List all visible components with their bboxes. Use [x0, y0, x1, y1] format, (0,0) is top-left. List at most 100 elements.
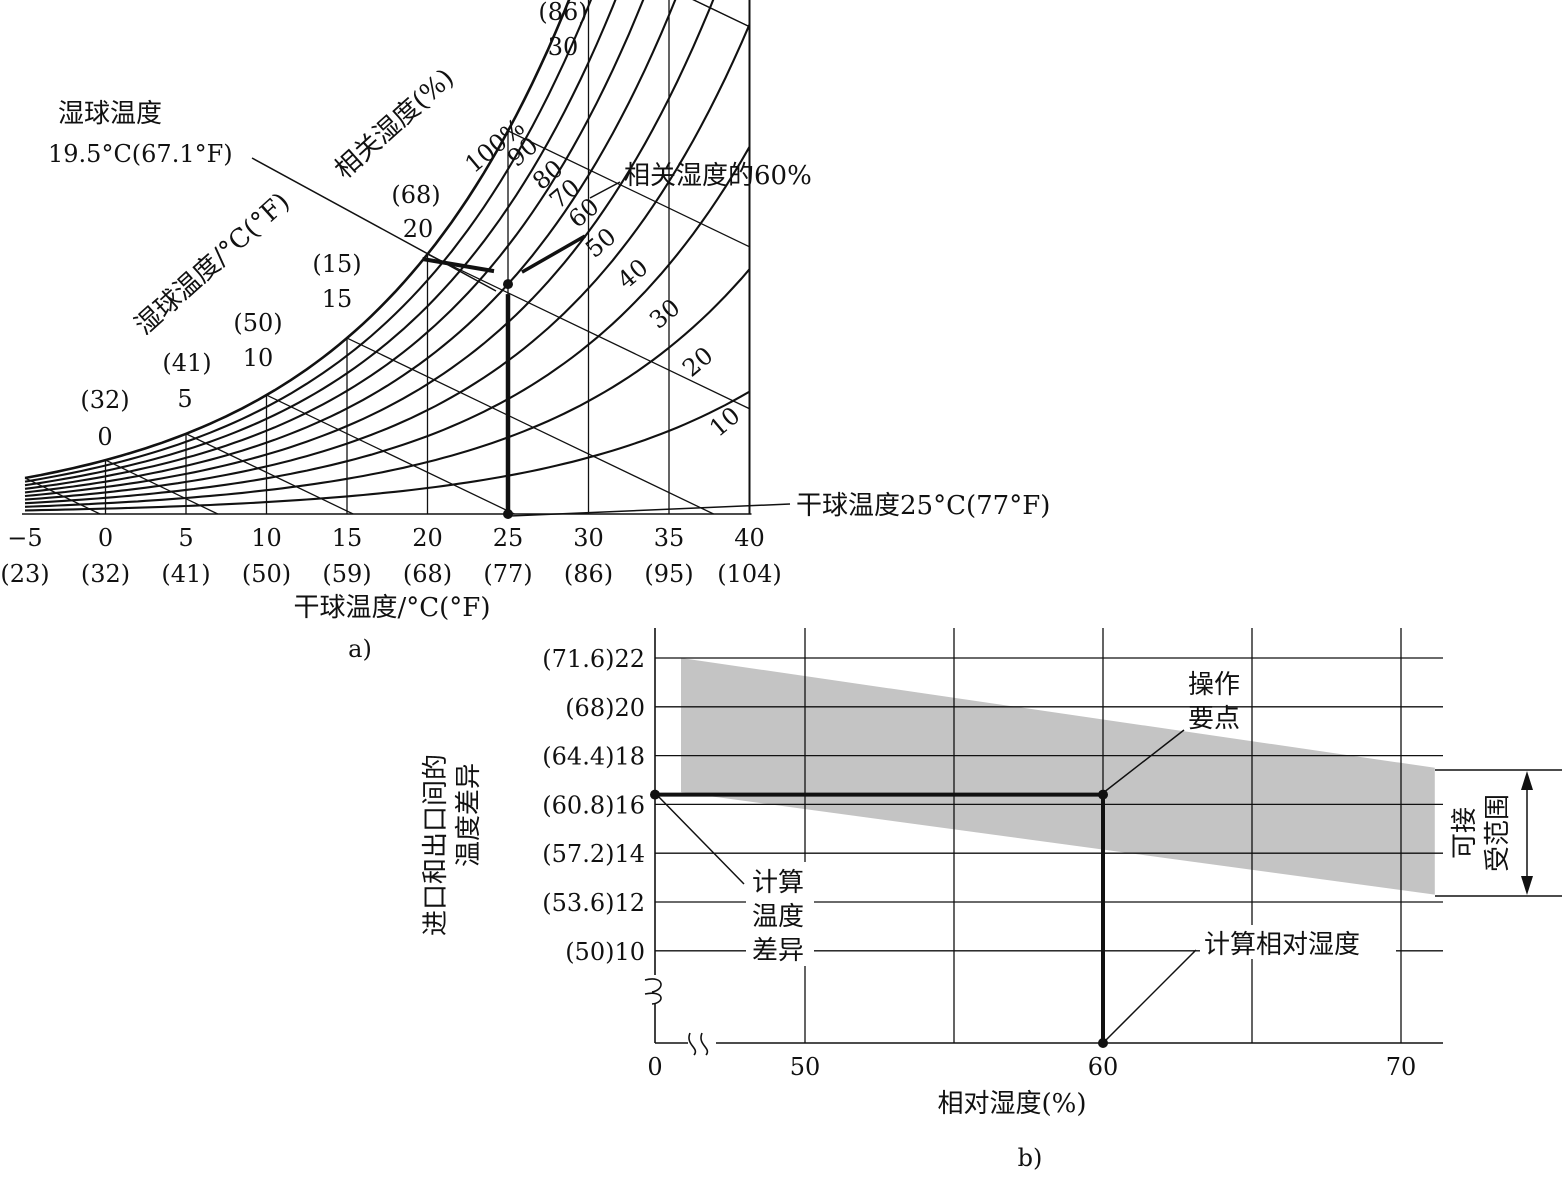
x-tick-f: (86)	[564, 560, 613, 588]
saturation-tick-f: (50)	[233, 309, 282, 337]
wet-bulb-extra-30	[692, 0, 750, 28]
x-axis-tick-labels: 0 50 60 70	[647, 1053, 1416, 1081]
calc-temp-diff-label-bg	[746, 862, 814, 966]
x-axis-label: 相对湿度(%)	[938, 1089, 1087, 1119]
base-marker	[503, 509, 513, 519]
y-tick-label: (60.8)16	[542, 791, 645, 819]
rh-curve-90	[24, 0, 593, 483]
rh-curve-label: 30	[644, 293, 685, 334]
operating-point-annotation: 操作 要点	[1102, 670, 1240, 794]
calc-temp-diff-line-2: 温度	[752, 902, 804, 932]
saturation-tick-f: (68)	[391, 181, 440, 209]
x-tick-f: (59)	[322, 560, 371, 588]
operating-point-label-line-1: 操作	[1188, 670, 1240, 700]
wet-bulb-line-15	[346, 337, 714, 515]
x-tick-c: 30	[573, 524, 604, 552]
saturation-tick-c: 0	[97, 423, 112, 451]
wet-bulb-annotation-value: 19.5°C(67.1°F)	[48, 140, 233, 168]
x-tick-c: 5	[178, 524, 193, 552]
saturation-tick-f: (86)	[538, 0, 587, 26]
x-tick-c: 0	[98, 524, 113, 552]
y-tick-label: (68)20	[565, 694, 645, 722]
saturation-tick-f: (41)	[162, 349, 211, 377]
wet-bulb-line-20	[427, 253, 750, 410]
wet-bulb-line--5	[24, 477, 101, 515]
panel-a-psychrometric-chart: −5 (23) 0 (32) 5 (41) 10 (50) 15 (59) 20 (68) 25 (77)…	[0, 0, 1050, 663]
chart-point-marks	[251, 157, 791, 519]
dry-bulb-leader	[509, 503, 791, 517]
saturation-tick-c: 30	[548, 33, 579, 61]
y-tick-label: (57.2)14	[542, 840, 645, 868]
axes	[644, 628, 1443, 1056]
calc-rh-leader	[1102, 949, 1197, 1044]
panel-b-label: b)	[1018, 1144, 1043, 1172]
x-tick-f: (50)	[242, 560, 291, 588]
saturation-tick-c: 5	[177, 385, 192, 413]
x-tick-f: (77)	[483, 560, 532, 588]
wet-bulb-line-10	[266, 394, 515, 515]
acceptable-range-label-line-1: 可接	[1450, 807, 1480, 859]
x-tick-c: 15	[332, 524, 363, 552]
point-marker	[503, 279, 513, 290]
rh-curve-50	[24, 0, 715, 498]
calc-temp-diff-leader	[654, 792, 745, 885]
x-tick-f: (41)	[161, 560, 210, 588]
y-axis-label-line-2: 温度差异	[454, 763, 484, 867]
x-tick-c: 40	[734, 524, 765, 552]
calc-temp-diff-line-1: 计算	[752, 868, 804, 898]
range-arrow-down	[1521, 876, 1533, 895]
x-tick-c: 35	[654, 524, 685, 552]
wet-bulb-bold-segment	[422, 257, 495, 274]
x-tick-f: (68)	[403, 560, 452, 588]
x-tick-c: −5	[7, 524, 42, 552]
saturation-tick-c: 20	[403, 215, 434, 243]
x-tick-label: 50	[790, 1053, 821, 1081]
x-tick-label: 0	[647, 1053, 662, 1081]
chart-curves	[22, 0, 752, 515]
y-tick-label: (50)10	[565, 938, 645, 966]
calc-rh-label: 计算相对湿度	[1204, 930, 1360, 960]
rh60-bold-segment	[521, 234, 586, 274]
y-axis-label-line-1: 进口和出口间的	[421, 754, 451, 936]
range-arrow-up	[1521, 771, 1533, 790]
rh-curve-30	[24, 146, 751, 505]
acceptable-range-label-line-2: 受范围	[1483, 794, 1513, 872]
rh60-leader	[589, 181, 621, 199]
rh-curve-100	[24, 0, 571, 480]
calc-rh-annotation: 计算相对湿度	[1102, 925, 1396, 1044]
calc-temp-diff-line-3: 差异	[752, 936, 804, 966]
rh-curve-20	[24, 268, 751, 508]
x-axis-label: 干球温度/°C(°F)	[294, 593, 491, 623]
saturation-tick-c: 10	[243, 344, 274, 372]
operating-point-marker	[1098, 789, 1108, 800]
y-tick-label: (64.4)18	[542, 743, 645, 771]
wet-bulb-annotation-title: 湿球温度	[58, 99, 162, 129]
x-axis-tick-labels: −5 (23) 0 (32) 5 (41) 10 (50) 15 (59) 20 (68) 25 (77)…	[0, 524, 781, 588]
x-tick-f: (95)	[644, 560, 693, 588]
saturation-tick-f: (15)	[312, 250, 361, 278]
y-axis-tick-labels: (71.6)22 (68)20 (64.4)18 (60.8)16 (57.2)14 (5…	[542, 645, 645, 966]
x-tick-f: (23)	[0, 560, 49, 588]
x-tick-label: 60	[1088, 1053, 1119, 1081]
wet-bulb-line-5	[185, 433, 354, 515]
y-tick-label: (53.6)12	[542, 889, 645, 917]
temp-diff-axis-marker	[650, 789, 660, 800]
rh-curve-80	[24, 0, 617, 487]
x-tick-label: 70	[1386, 1053, 1417, 1081]
wet-bulb-line-25	[507, 130, 750, 248]
operating-point-lines	[650, 789, 1108, 1048]
rh-curve-60	[24, 0, 677, 494]
x-tick-f: (104)	[717, 560, 782, 588]
rh-point-annotation: 相关湿度的60%	[624, 161, 812, 191]
y-axis-break	[644, 978, 662, 1005]
saturation-tick-c: 15	[322, 285, 353, 313]
acceptable-range-marker	[1435, 769, 1562, 897]
x-tick-c: 10	[251, 524, 282, 552]
operating-point-label-line-2: 要点	[1188, 704, 1240, 734]
panel-b-acceptable-range-chart: (71.6)22 (68)20 (64.4)18 (60.8)16 (57.2)14 (5…	[421, 628, 1562, 1172]
wet-bulb-leader	[251, 157, 497, 292]
rh-curve-40	[24, 23, 751, 501]
x-tick-c: 20	[412, 524, 443, 552]
